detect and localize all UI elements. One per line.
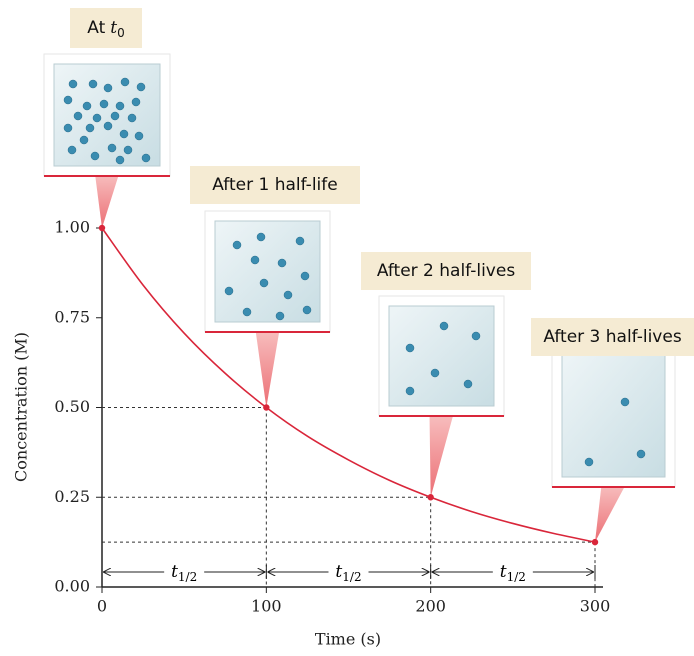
label-bg xyxy=(164,560,205,584)
particle xyxy=(405,386,415,396)
particle xyxy=(99,99,109,109)
subscript: 1/2 xyxy=(178,570,197,584)
particle xyxy=(300,271,310,281)
particle xyxy=(85,123,95,133)
particle xyxy=(283,290,293,300)
annotation-text: After 2 half-lives xyxy=(377,261,516,281)
point xyxy=(98,224,106,232)
y-axis-title: Concentration (M) xyxy=(12,332,31,482)
particle xyxy=(107,143,117,153)
particle xyxy=(232,240,242,250)
particle xyxy=(82,101,92,111)
particle xyxy=(405,343,415,353)
particle xyxy=(439,321,449,331)
y-tick-label: 0.00 xyxy=(54,577,90,596)
x-tick-label: 100 xyxy=(251,597,282,616)
point xyxy=(591,538,599,546)
particle xyxy=(430,368,440,378)
subscript: 1/2 xyxy=(342,570,361,584)
y-tick-label: 0.50 xyxy=(54,397,90,416)
particle-box xyxy=(388,305,495,407)
annotation: After 3 half-lives xyxy=(543,327,682,347)
particle xyxy=(259,278,269,288)
x-tick-label: 300 xyxy=(580,597,611,616)
point xyxy=(427,494,434,501)
annotation-bg xyxy=(70,8,142,48)
annotation-bg xyxy=(361,252,531,290)
symbol: t xyxy=(335,562,342,582)
particle xyxy=(620,397,630,407)
label-bg xyxy=(492,560,533,584)
half-life-label: t1/2 xyxy=(335,562,361,584)
particle xyxy=(123,145,133,155)
x-axis-title: Time (s) xyxy=(315,630,381,649)
annotation-text: At xyxy=(87,18,105,38)
particle xyxy=(67,145,77,155)
annotation-bg xyxy=(190,166,360,204)
particle xyxy=(90,151,100,161)
particle xyxy=(471,331,481,341)
subscript: 0 xyxy=(117,26,125,40)
particle xyxy=(277,258,287,268)
point xyxy=(263,404,270,411)
particle xyxy=(295,236,305,246)
particle xyxy=(250,255,260,265)
particle xyxy=(636,449,646,459)
particle-box xyxy=(561,352,666,478)
particle xyxy=(115,101,125,111)
callout xyxy=(255,330,280,408)
particle xyxy=(103,83,113,93)
particle xyxy=(302,305,312,315)
x-tick-label: 200 xyxy=(415,597,446,616)
particle xyxy=(131,97,141,107)
half-life-label: t1/2 xyxy=(500,562,526,584)
particle xyxy=(92,113,102,123)
half-life-label: t1/2 xyxy=(171,562,197,584)
symbol: t xyxy=(500,562,507,582)
y-tick-label: 0.75 xyxy=(54,307,90,326)
particle xyxy=(463,379,473,389)
particle xyxy=(119,129,129,139)
particle xyxy=(79,135,89,145)
particle xyxy=(224,286,234,296)
particle xyxy=(256,232,266,242)
callout xyxy=(595,485,626,543)
annotation: At t0 xyxy=(87,18,124,40)
callout xyxy=(429,414,454,498)
annotation: After 2 half-lives xyxy=(377,261,516,281)
annotation: After 1 half-life xyxy=(212,175,337,195)
particle xyxy=(242,307,252,317)
annotation-bg xyxy=(531,318,694,356)
particle xyxy=(141,153,151,163)
particle xyxy=(115,155,125,165)
particle xyxy=(584,457,594,467)
callout xyxy=(95,174,119,228)
label-bg xyxy=(328,560,369,584)
particle xyxy=(127,113,137,123)
particle xyxy=(63,123,73,133)
y-tick-label: 1.00 xyxy=(54,218,90,237)
annotation-text: After 3 half-lives xyxy=(543,327,682,347)
particle xyxy=(73,111,83,121)
x-tick-label: 0 xyxy=(97,597,107,616)
particle xyxy=(134,131,144,141)
particle xyxy=(88,79,98,89)
particle xyxy=(68,79,78,89)
particle xyxy=(275,311,285,321)
symbol: t xyxy=(110,18,117,38)
subscript: 1/2 xyxy=(507,570,526,584)
particle xyxy=(120,77,130,87)
particle xyxy=(103,121,113,131)
particle xyxy=(110,111,120,121)
annotation-text: After 1 half-life xyxy=(212,175,337,195)
particle xyxy=(63,95,73,105)
y-tick-label: 0.25 xyxy=(54,487,90,506)
curve xyxy=(101,227,596,543)
particle xyxy=(136,82,146,92)
symbol: t xyxy=(171,562,178,582)
